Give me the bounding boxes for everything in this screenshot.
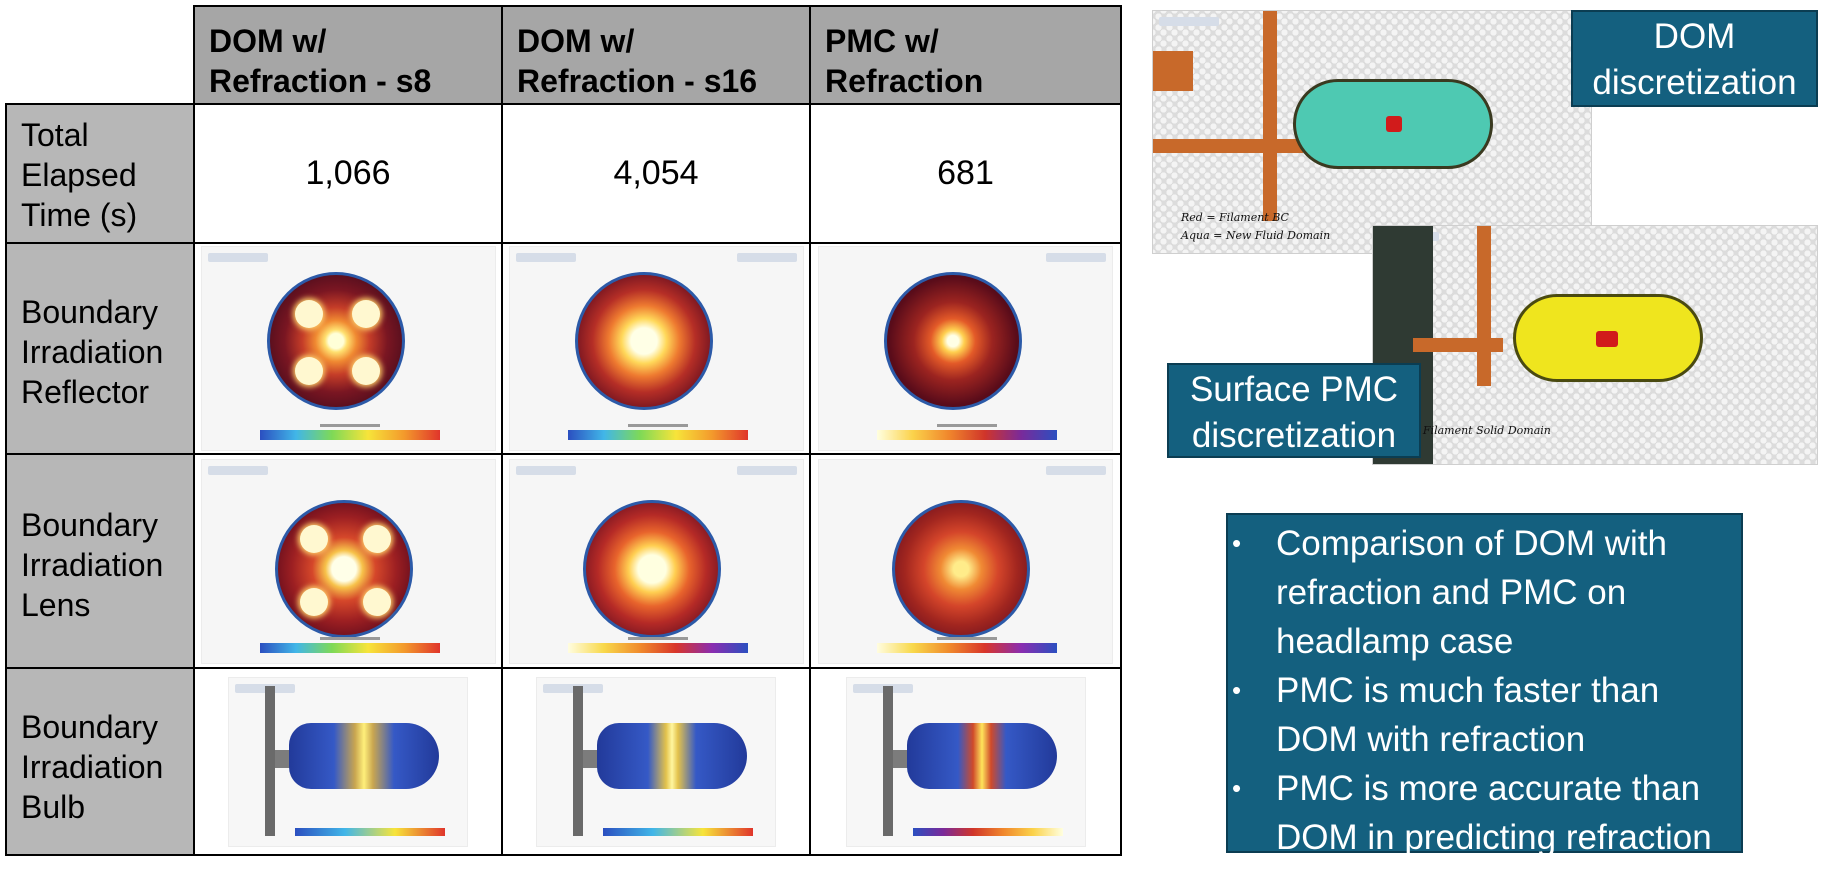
colorbar-title bbox=[627, 424, 688, 427]
bullet-item: Comparison of DOM with refraction and PM… bbox=[1228, 519, 1741, 666]
filament-bc bbox=[1386, 116, 1402, 132]
elapsed-time-dom-s8: 1,066 bbox=[193, 103, 503, 244]
reflector-bracket bbox=[1153, 51, 1193, 91]
hot-spot bbox=[362, 587, 391, 616]
pmc-mesh-image: / = Filament Solid Domain bbox=[1372, 225, 1818, 465]
column-header-dom-s8: DOM w/ Refraction - s8 bbox=[193, 5, 503, 105]
row-header-lens: Boundary Irradiation Lens bbox=[5, 453, 195, 669]
elapsed-time-value: 4,054 bbox=[613, 154, 699, 192]
software-logo-icon bbox=[207, 465, 268, 475]
colorbar bbox=[259, 642, 440, 653]
lens-pmc-cell bbox=[809, 453, 1122, 669]
reflector-dom-s16-plot bbox=[508, 246, 804, 451]
bulb-dom-s8-cell bbox=[193, 667, 503, 856]
colorbar-title bbox=[937, 636, 997, 640]
colorbar bbox=[567, 430, 748, 440]
row-header-elapsed-time: Total Elapsed Time (s) bbox=[5, 103, 195, 244]
hot-spot bbox=[351, 300, 380, 328]
reflector-dom-s16-cell bbox=[501, 242, 811, 455]
reflector-dom-s8-cell bbox=[193, 242, 503, 455]
irradiation-disc bbox=[892, 499, 1030, 638]
colorbar bbox=[912, 827, 1063, 836]
irradiation-disc bbox=[582, 499, 721, 638]
irradiation-disc bbox=[266, 272, 405, 410]
software-logo-icon bbox=[736, 465, 797, 475]
software-logo-icon bbox=[515, 465, 576, 475]
lens-dom-s16-cell bbox=[501, 453, 811, 669]
legend-filament-solid: / = Filament Solid Domain bbox=[1403, 424, 1551, 437]
filament-solid-domain-mesh bbox=[1513, 294, 1703, 382]
fluid-domain-mesh bbox=[1293, 79, 1493, 169]
software-logo-icon bbox=[207, 253, 268, 262]
bulb-dom-s16-cell bbox=[501, 667, 811, 856]
hot-spot bbox=[351, 357, 380, 385]
bulb-pmc-plot bbox=[845, 676, 1086, 847]
summary-bullets: Comparison of DOM with refraction and PM… bbox=[1226, 513, 1743, 857]
reflector-dom-s8-plot bbox=[200, 246, 496, 451]
bulb-pmc-cell bbox=[809, 667, 1122, 856]
software-logo-icon bbox=[1159, 17, 1219, 26]
software-logo-icon bbox=[736, 253, 797, 262]
lens-pmc-plot bbox=[818, 458, 1113, 664]
elapsed-time-value: 681 bbox=[937, 154, 994, 192]
row-header-bulb: Boundary Irradiation Bulb bbox=[5, 667, 195, 856]
reflector-bracket bbox=[1153, 139, 1303, 153]
hot-spot bbox=[299, 524, 328, 553]
irradiation-disc bbox=[884, 272, 1022, 410]
filament-support bbox=[882, 685, 893, 836]
software-logo-icon bbox=[1046, 465, 1106, 475]
hot-spot bbox=[294, 357, 323, 385]
colorbar bbox=[567, 642, 748, 653]
reflector-bracket bbox=[1263, 11, 1277, 221]
bulb-surface bbox=[597, 722, 747, 789]
reflector-bracket bbox=[1477, 226, 1491, 386]
column-header-dom-s16: DOM w/ Refraction - s16 bbox=[501, 5, 811, 105]
hot-spot bbox=[362, 524, 391, 553]
colorbar bbox=[295, 827, 445, 836]
column-header-pmc: PMC w/ Refraction bbox=[809, 5, 1122, 105]
bulb-dom-s8-plot bbox=[228, 676, 468, 847]
legend-fluid-domain: Aqua = New Fluid Domain bbox=[1181, 229, 1331, 242]
lens-dom-s8-plot bbox=[200, 458, 496, 664]
software-logo-icon bbox=[515, 253, 576, 262]
bulb-dom-s16-plot bbox=[536, 676, 776, 847]
bullet-item: PMC is more accurate than DOM in predict… bbox=[1228, 764, 1741, 862]
colorbar bbox=[603, 827, 753, 836]
colorbar-title bbox=[937, 424, 997, 427]
reflector-bracket bbox=[1413, 338, 1503, 352]
filament-support bbox=[573, 685, 583, 836]
pmc-discretization-label: Surface PMC discretization bbox=[1167, 363, 1421, 458]
dom-mesh-image: Red = Filament BC Aqua = New Fluid Domai… bbox=[1152, 10, 1592, 254]
colorbar-title bbox=[627, 636, 688, 640]
irradiation-disc bbox=[574, 272, 713, 410]
bulb-surface bbox=[289, 722, 439, 789]
colorbar bbox=[259, 430, 440, 440]
bullet-item: PMC is much faster than DOM with refract… bbox=[1228, 666, 1741, 764]
comparison-table: DOM w/ Refraction - s8 DOM w/ Refraction… bbox=[5, 5, 1122, 856]
hot-spot bbox=[294, 300, 323, 328]
dom-discretization-label: DOM discretization bbox=[1571, 10, 1818, 107]
colorbar-title bbox=[319, 636, 380, 640]
colorbar bbox=[877, 430, 1057, 440]
elapsed-time-value: 1,066 bbox=[305, 154, 391, 192]
row-header-reflector: Boundary Irradiation Reflector bbox=[5, 242, 195, 455]
software-logo-icon bbox=[1046, 253, 1106, 262]
irradiation-disc bbox=[274, 499, 413, 638]
colorbar-title bbox=[319, 424, 380, 427]
reflector-pmc-plot bbox=[818, 246, 1113, 451]
bulb-surface bbox=[906, 722, 1057, 789]
legend-filament-bc: Red = Filament BC bbox=[1181, 211, 1289, 224]
filament-support bbox=[265, 685, 275, 836]
hot-spot bbox=[299, 587, 328, 616]
reflector-pmc-cell bbox=[809, 242, 1122, 455]
filament-bc bbox=[1596, 331, 1618, 347]
lens-dom-s16-plot bbox=[508, 458, 804, 664]
colorbar bbox=[877, 642, 1057, 653]
elapsed-time-pmc: 681 bbox=[809, 103, 1122, 244]
elapsed-time-dom-s16: 4,054 bbox=[501, 103, 811, 244]
lens-dom-s8-cell bbox=[193, 453, 503, 669]
